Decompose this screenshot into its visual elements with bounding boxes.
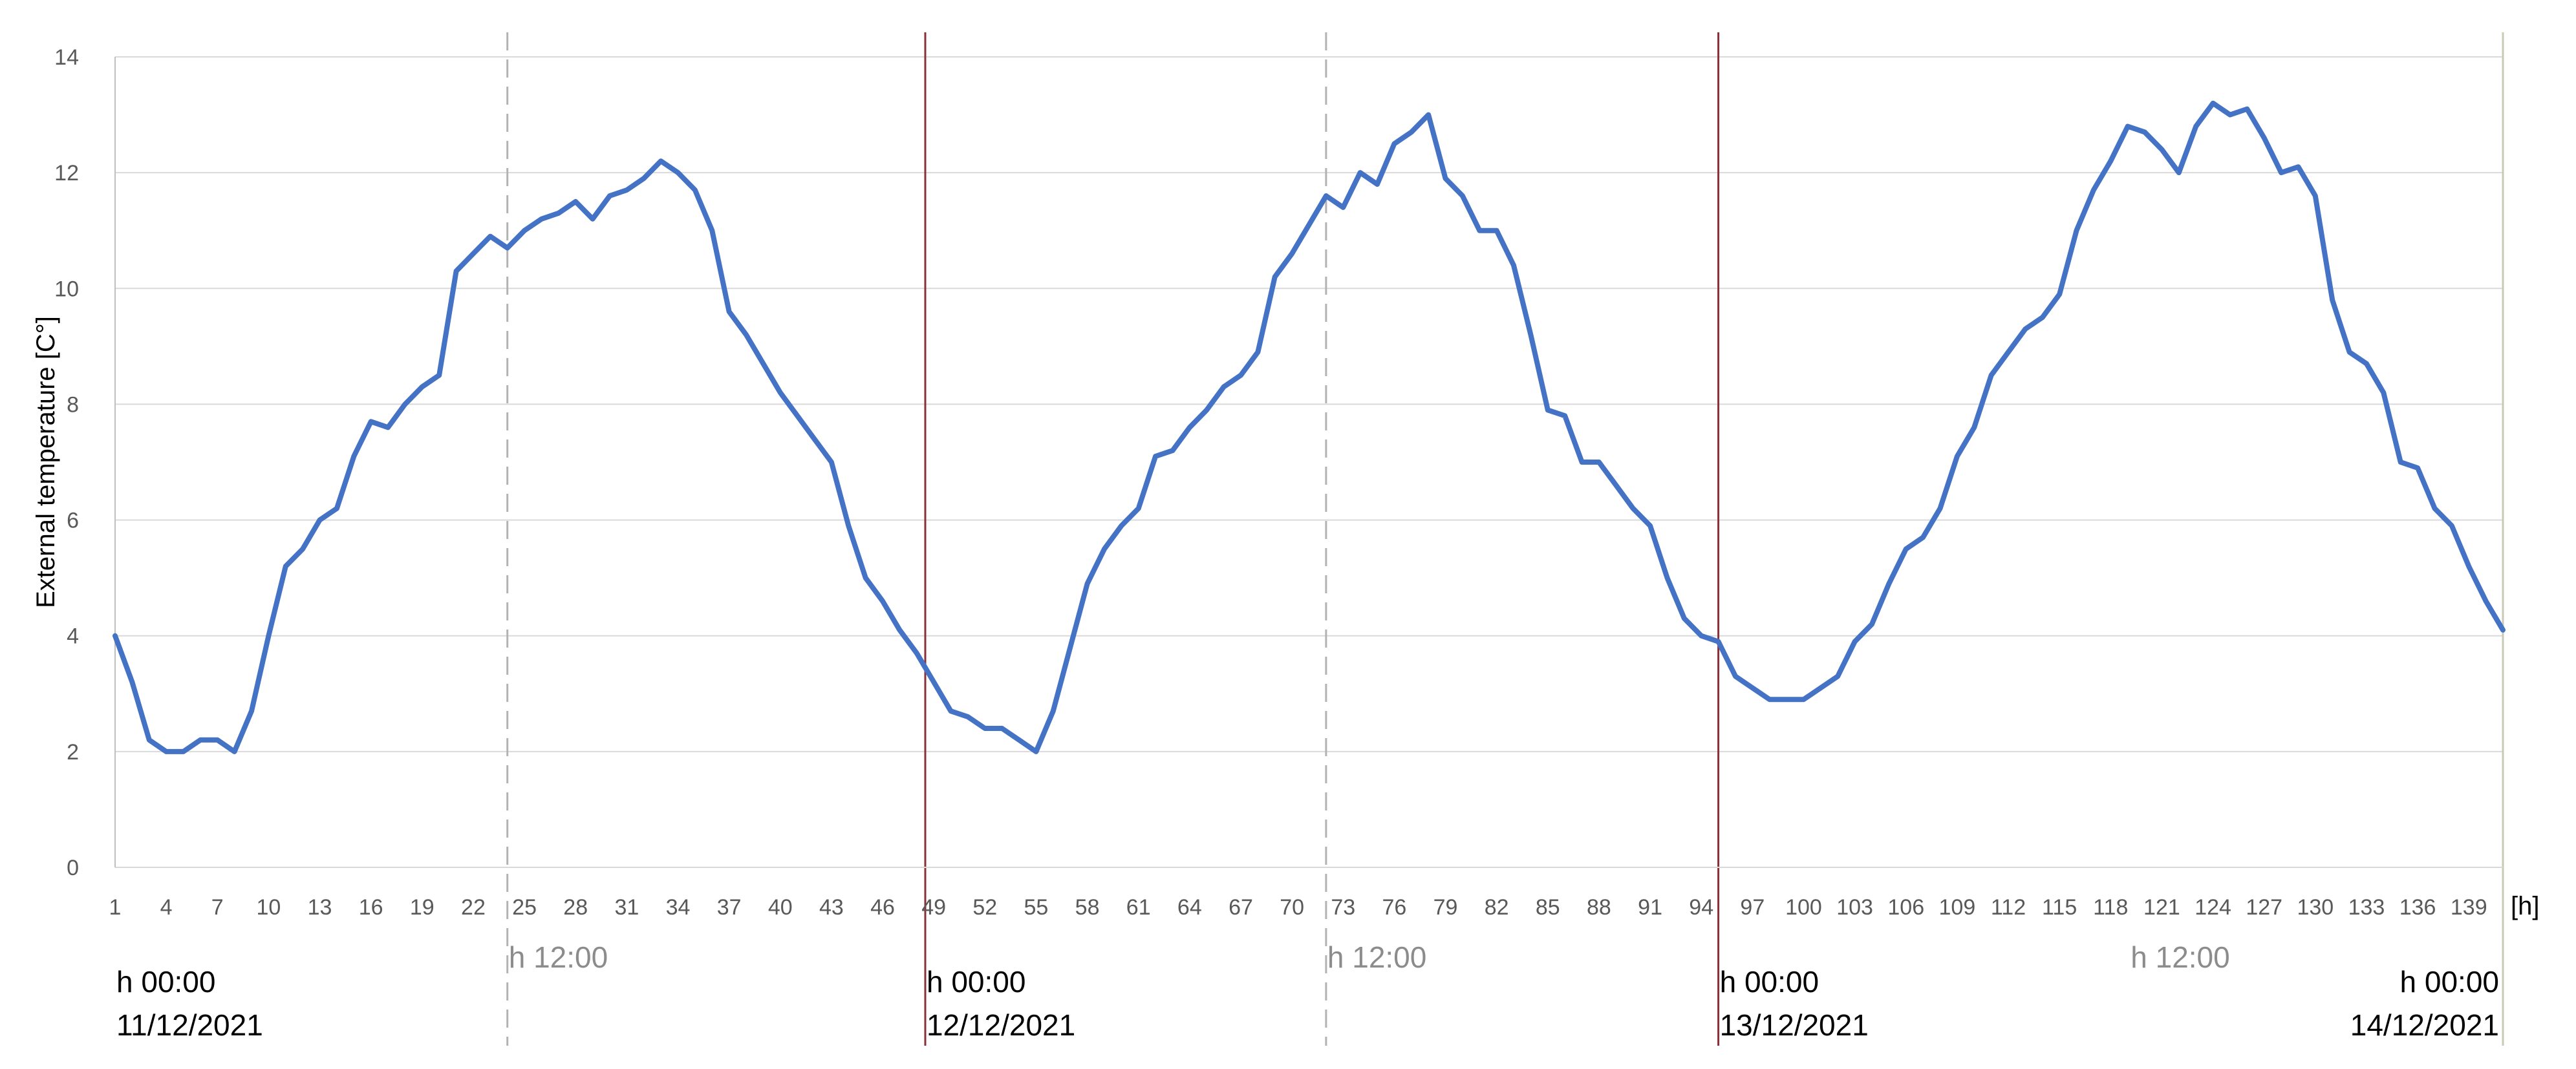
x-tick-label-112: 112: [1991, 895, 2026, 920]
x-tick-label-88: 88: [1587, 895, 1611, 920]
temperature-line: [113, 100, 2506, 754]
axes: [114, 57, 2503, 868]
x-tick-label-64: 64: [1177, 895, 1202, 920]
x-tick-label-109: 109: [1939, 895, 1976, 920]
annotation-date-6: 14/12/2021: [2350, 1008, 2499, 1042]
x-tick-label-73: 73: [1331, 895, 1355, 920]
day-separators: [506, 32, 2504, 1046]
x-axis-unit: [h]: [2511, 892, 2539, 920]
y-tick-label-6: 6: [67, 509, 79, 533]
x-tick-label-55: 55: [1024, 895, 1049, 920]
x-tick-label-133: 133: [2348, 895, 2385, 920]
x-tick-label-4: 4: [160, 895, 173, 920]
x-tick-label-58: 58: [1075, 895, 1100, 920]
x-tick-label-121: 121: [2143, 895, 2180, 920]
x-tick-label-40: 40: [768, 895, 793, 920]
x-tick-label-67: 67: [1229, 895, 1253, 920]
x-tick-label-124: 124: [2195, 895, 2231, 920]
x-tick-label-103: 103: [1836, 895, 1873, 920]
x-tick-label-97: 97: [1740, 895, 1765, 920]
y-tick-label-14: 14: [54, 45, 79, 70]
x-tick-label-25: 25: [512, 895, 537, 920]
x-tick-label-94: 94: [1689, 895, 1713, 920]
x-tick-label-7: 7: [211, 895, 224, 920]
y-tick-labels: 0 2 4 6 8 10 12 14: [54, 45, 79, 880]
annotation-time-2: h 00:00: [927, 965, 1025, 999]
annotation-date-4: 13/12/2021: [1720, 1008, 1869, 1042]
x-tick-label-70: 70: [1280, 895, 1304, 920]
x-tick-label-61: 61: [1126, 895, 1151, 920]
y-tick-label-0: 0: [67, 856, 79, 880]
x-tick-label-10: 10: [256, 895, 281, 920]
x-tick-label-16: 16: [359, 895, 383, 920]
x-tick-label-37: 37: [717, 895, 742, 920]
x-tick-label-43: 43: [819, 895, 844, 920]
x-tick-label-76: 76: [1382, 895, 1406, 920]
annotation-date-2: 12/12/2021: [927, 1008, 1075, 1042]
x-tick-label-28: 28: [563, 895, 588, 920]
x-tick-label-52: 52: [972, 895, 997, 920]
x-tick-label-139: 139: [2451, 895, 2487, 920]
x-tick-label-115: 115: [2042, 895, 2077, 920]
x-tick-label-1: 1: [109, 895, 122, 920]
x-tick-label-49: 49: [921, 895, 946, 920]
y-axis-label: External temperature [C°]: [32, 316, 60, 608]
series-temperature: [113, 100, 2506, 754]
annotation-time-5: h 12:00: [2131, 940, 2229, 974]
y-tick-label-10: 10: [54, 277, 79, 301]
y-tick-label-4: 4: [67, 624, 79, 649]
x-tick-labels: 1 4 7 10 13 16 19 22 25 28 31 34 37 40 43 46 49 52 55 58 61 6…: [109, 895, 2487, 920]
annotation-time-6: h 00:00: [2400, 965, 2499, 999]
y-tick-label-2: 2: [67, 740, 79, 765]
x-tick-label-31: 31: [614, 895, 639, 920]
x-tick-label-91: 91: [1638, 895, 1662, 920]
x-tick-label-106: 106: [1887, 895, 1924, 920]
x-tick-label-130: 130: [2297, 895, 2334, 920]
x-tick-label-118: 118: [2093, 895, 2128, 920]
x-tick-label-22: 22: [461, 895, 486, 920]
x-tick-label-85: 85: [1536, 895, 1560, 920]
time-annotations: h 00:00 11/12/2021 h 12:00 h 00:00 12/12/202…: [116, 940, 2499, 1042]
y-tick-label-8: 8: [67, 392, 79, 417]
x-tick-label-100: 100: [1785, 895, 1822, 920]
annotation-time-0: h 00:00: [116, 965, 215, 999]
x-tick-label-13: 13: [308, 895, 332, 920]
x-tick-label-82: 82: [1485, 895, 1509, 920]
annotation-time-4: h 00:00: [1720, 965, 1819, 999]
x-tick-label-79: 79: [1433, 895, 1458, 920]
x-tick-label-46: 46: [870, 895, 895, 920]
annotation-time-3: h 12:00: [1327, 940, 1426, 974]
x-tick-label-19: 19: [410, 895, 435, 920]
x-tick-label-127: 127: [2246, 895, 2282, 920]
annotation-time-1: h 12:00: [509, 940, 608, 974]
annotation-date-0: 11/12/2021: [116, 1008, 263, 1042]
x-tick-label-34: 34: [666, 895, 691, 920]
x-tick-label-136: 136: [2399, 895, 2436, 920]
y-tick-label-12: 12: [54, 161, 79, 185]
